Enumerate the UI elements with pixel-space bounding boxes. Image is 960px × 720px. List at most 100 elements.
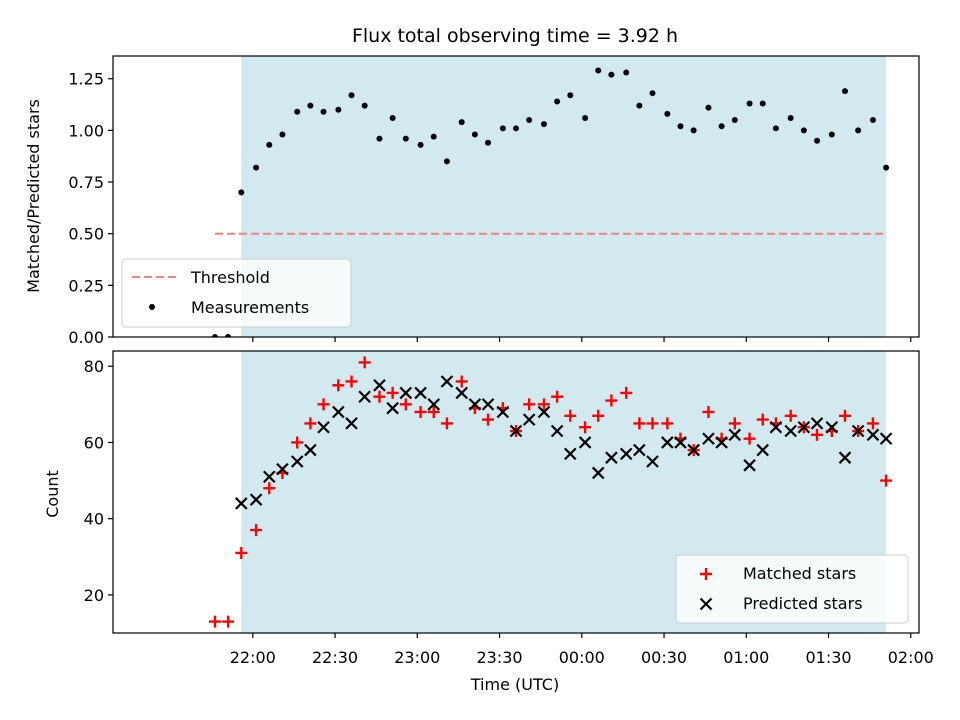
matched-stars-point	[386, 386, 399, 399]
matched-stars-point	[358, 356, 371, 369]
y-tick-label: 1.00	[68, 121, 104, 140]
y-tick-label: 0.50	[68, 225, 104, 244]
matched-stars-point	[551, 390, 564, 403]
predicted-stars-point	[481, 398, 495, 411]
predicted-stars-point	[496, 405, 510, 419]
predicted-stars-point	[605, 451, 618, 464]
predicted-stars-point	[797, 420, 811, 434]
predicted-stars-point	[427, 398, 441, 411]
measurements-point	[417, 141, 424, 148]
y-tick-label: 60	[84, 433, 104, 452]
matched-stars-point	[332, 379, 345, 392]
predicted-stars-point	[879, 432, 893, 445]
matched-stars-point	[523, 398, 536, 411]
predicted-stars-point	[728, 428, 742, 442]
measurements-point	[705, 104, 712, 111]
measurements-point	[855, 127, 862, 134]
measurements-point	[389, 114, 396, 121]
measurements-point	[718, 123, 725, 130]
matched-stars-point	[235, 546, 248, 559]
measurements-point	[677, 123, 684, 130]
y-tick-label: 0.25	[68, 276, 104, 295]
predicted-stars-point	[591, 466, 605, 480]
matched-stars-point	[811, 428, 824, 441]
measurements-point	[402, 135, 409, 142]
y-tick-label: 40	[84, 510, 104, 529]
measurements-point	[238, 189, 245, 196]
y-tick-label: 80	[84, 357, 104, 376]
predicted-stars-point	[646, 455, 659, 468]
predicted-stars-point	[578, 436, 592, 449]
y-tick-label: 0.75	[68, 173, 104, 192]
measurements-point	[759, 100, 766, 107]
measurements-point	[335, 106, 342, 113]
matched-stars-point	[728, 417, 741, 430]
legend-threshold-label: Threshold	[190, 268, 270, 287]
legend-measurements-label: Measurements	[191, 298, 309, 317]
predicted-stars-point	[262, 470, 276, 484]
chart-title: Flux total observing time = 3.92 h	[352, 25, 678, 47]
predicted-stars-point	[317, 420, 330, 434]
y-tick-label: 0.00	[68, 328, 104, 347]
predicted-stars-point	[633, 443, 646, 457]
matched-stars-point	[345, 375, 358, 388]
predicted-stars-point	[550, 424, 564, 438]
predicted-stars-point	[619, 447, 633, 461]
predicted-stars-point	[332, 405, 345, 419]
predicted-stars-point	[715, 436, 728, 449]
measurements-point	[279, 131, 286, 138]
predicted-stars-point	[522, 413, 536, 426]
measurements-point	[540, 121, 547, 128]
bottom-legend-box	[675, 554, 909, 624]
matched-stars-point	[579, 421, 592, 434]
predicted-stars-point	[455, 386, 468, 400]
measurements-point	[883, 164, 890, 171]
bottom-y-axis-label: Count	[43, 470, 62, 518]
matched-stars-point	[633, 417, 646, 430]
bottom-axes-frame	[112, 350, 920, 634]
measurements-point	[623, 69, 630, 76]
predicted-stars-point	[345, 417, 358, 430]
predicted-stars-point	[509, 424, 523, 438]
predicted-stars-point	[838, 451, 852, 464]
measurements-point	[499, 125, 506, 132]
measurements-point	[361, 102, 368, 109]
top-legend-box	[121, 258, 352, 328]
x-tick-label: 01:30	[805, 648, 851, 667]
measurements-point	[746, 100, 753, 107]
matched-stars-point	[222, 615, 235, 628]
measurements-point	[211, 334, 218, 337]
measurements-point	[608, 71, 615, 78]
measurements-point	[869, 117, 876, 124]
predicted-stars-point	[440, 375, 454, 388]
predicted-stars-point	[304, 443, 317, 457]
measurements-point	[649, 90, 656, 97]
legend-matched-swatch	[700, 568, 712, 580]
matched-stars-point	[427, 405, 440, 418]
matched-stars-point	[414, 405, 427, 418]
matched-stars-point	[317, 398, 330, 411]
predicted-stars-point	[769, 420, 783, 434]
matched-stars-point	[440, 417, 453, 430]
predicted-stars-point	[399, 386, 413, 400]
measurements-point	[320, 108, 327, 115]
bottom-panel: 20 40 60 80 22:00 22:30 23:00 23:30 00:00 00:30 01…	[84, 350, 934, 667]
predicted-stars-point	[702, 432, 715, 445]
measurements-point	[225, 334, 232, 337]
measurements-point	[348, 92, 355, 99]
matched-stars-point	[373, 390, 386, 403]
matched-stars-point	[756, 413, 769, 426]
predicted-stars-point	[235, 497, 248, 510]
predicted-stars-point	[468, 398, 482, 411]
matched-stars-point	[250, 524, 263, 537]
predicted-stars-point	[784, 424, 797, 438]
measurements-point	[294, 108, 301, 115]
matched-stars-point	[482, 413, 495, 426]
measurements-point	[841, 88, 848, 95]
matched-stars-point	[838, 409, 851, 422]
measurements-point	[814, 137, 821, 144]
predicted-stars-point	[661, 436, 674, 449]
x-tick-label: 23:00	[394, 648, 440, 667]
measurements-point	[690, 127, 697, 134]
